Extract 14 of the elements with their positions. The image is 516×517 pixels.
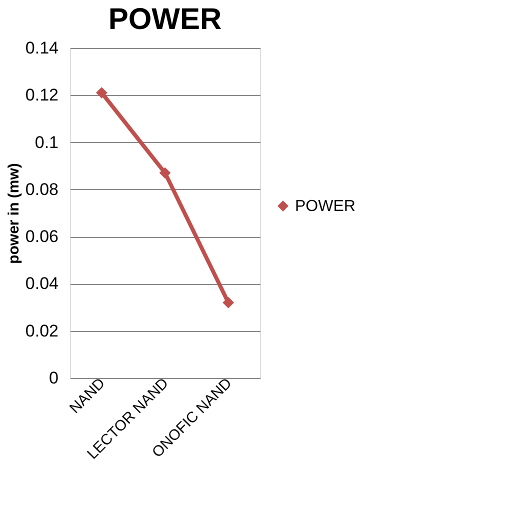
y-tick-label: 0.02 [25,321,58,340]
point [222,296,234,308]
legend-label: POWER [295,198,356,215]
y-tick-label: 0.12 [25,86,58,105]
y-tick-label: 0.04 [25,274,58,294]
point [96,87,108,98]
point [159,167,171,179]
y-tick-label: 0.08 [25,180,58,199]
chart-title: POWER [108,3,222,36]
y-tick-label: 0.14 [25,38,58,58]
y-tick-label: 0.1 [34,132,58,152]
y-tick-label: 0 [49,368,58,388]
y-tick-label: 0.06 [25,227,58,246]
y-axis-title: power in (mw) [5,163,22,264]
